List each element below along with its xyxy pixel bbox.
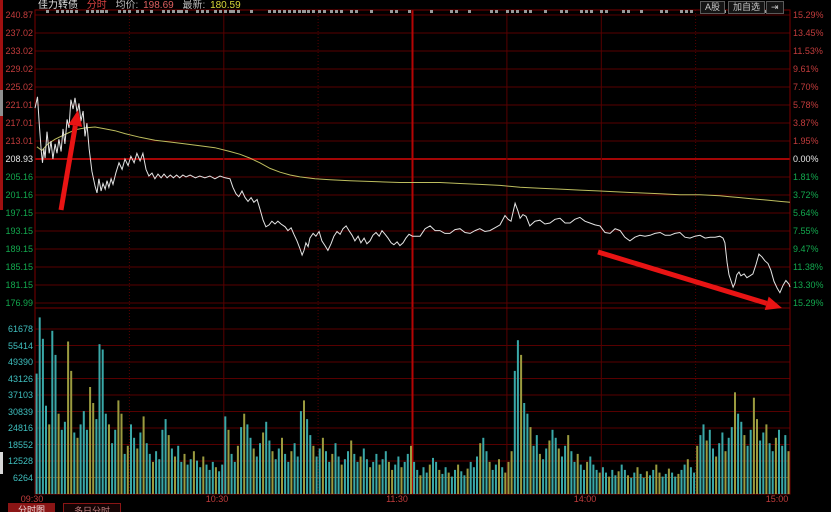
bottom-tab-bar: 分时图 多日分时 <box>8 503 122 512</box>
view-mode-label[interactable]: 分时 <box>86 0 107 11</box>
left-edge-thumb[interactable] <box>0 90 3 116</box>
tab-intraday[interactable]: 分时图 <box>8 503 56 512</box>
tab-multiday[interactable]: 多日分时 <box>63 503 122 512</box>
left-edge-marker <box>0 452 3 474</box>
avg-price-value: 198.69 <box>143 0 174 11</box>
last-price-value: 180.59 <box>210 0 241 11</box>
add-watchlist-button[interactable]: 加自选 <box>728 1 766 14</box>
last-price-label: 最新: <box>182 0 206 11</box>
avg-price-label: 均价: <box>115 0 139 11</box>
jump-arrow-icon[interactable]: ⇥ <box>766 1 784 14</box>
chart-header: 佳力转债 分时 均价: 198.69 最新: 180.59 <box>38 0 247 11</box>
a-share-button[interactable]: A股 <box>700 1 726 14</box>
symbol-name: 佳力转债 <box>38 0 78 11</box>
